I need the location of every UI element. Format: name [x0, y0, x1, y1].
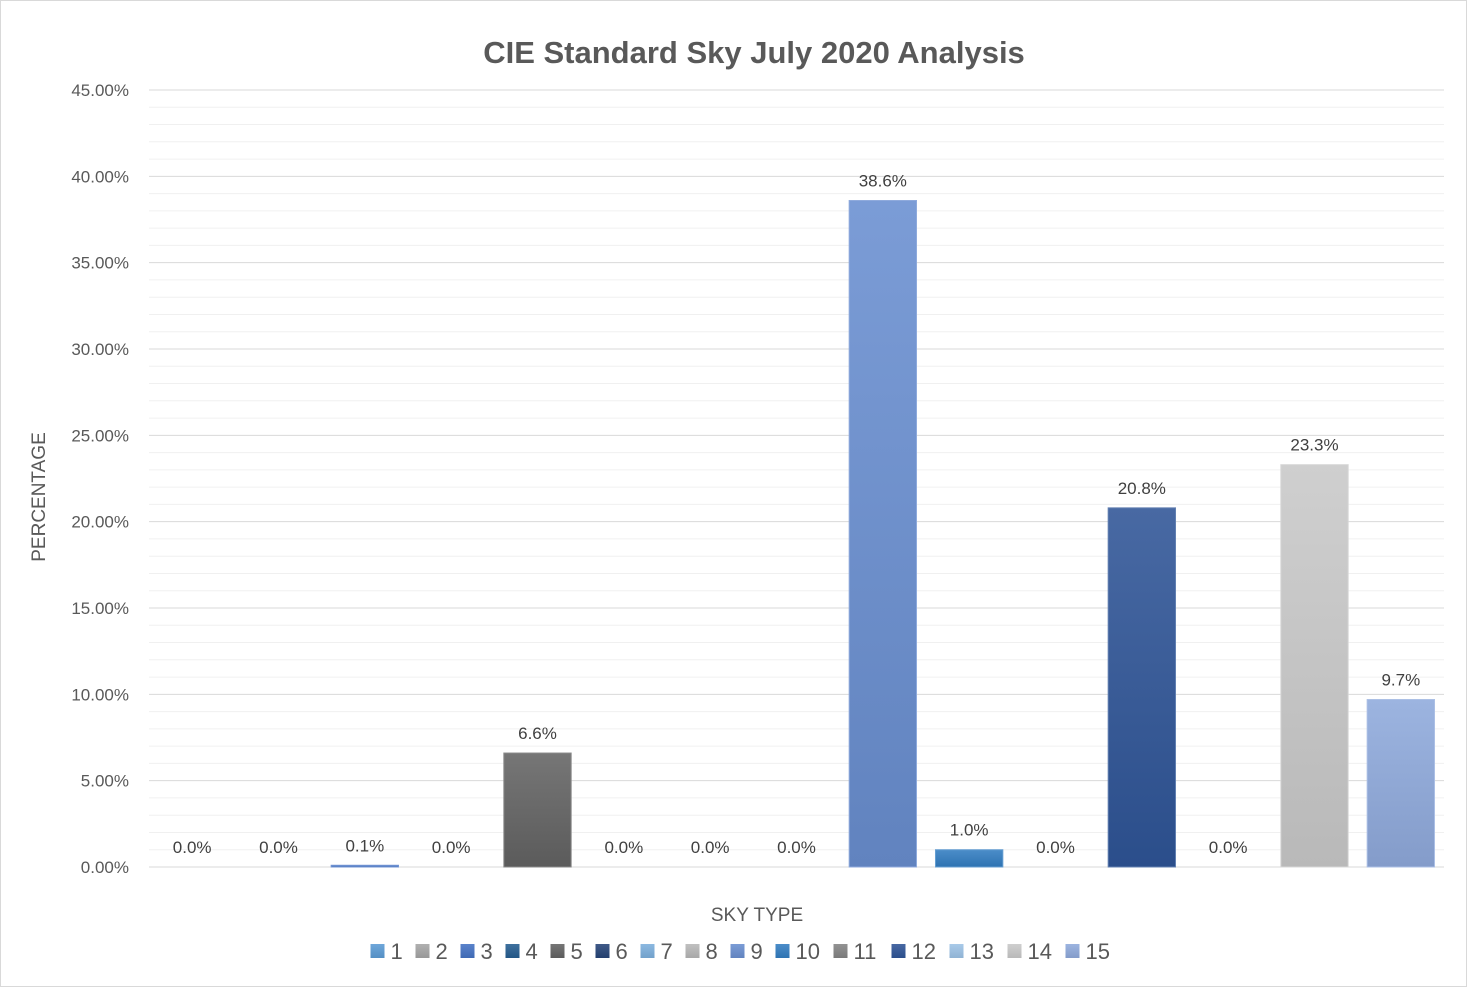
legend-swatch: [1065, 944, 1080, 958]
bar-sky-type-3: [330, 864, 400, 868]
bar-sky-type-12: [1107, 507, 1177, 868]
y-tick-label: 5.00%: [81, 772, 129, 791]
data-label-sky-type-13: 0.0%: [1209, 838, 1248, 857]
legend-item-9: 9: [730, 939, 763, 964]
gridlines: [149, 89, 1444, 868]
legend-item-6: 6: [595, 939, 628, 964]
y-axis-tick-labels: 0.00% 5.00% 10.00% 15.00% 20.00% 25.00% 30.00%…: [71, 81, 129, 877]
legend-swatch: [1007, 944, 1022, 958]
legend-swatch: [550, 944, 565, 958]
legend-swatch: [775, 944, 790, 958]
legend-label: 11: [854, 939, 877, 964]
legend-label: 1: [391, 939, 403, 964]
data-label-sky-type-10: 1.0%: [950, 821, 989, 840]
legend-swatch: [595, 944, 610, 958]
legend-label: 12: [912, 939, 936, 964]
data-label-sky-type-9: 38.6%: [859, 172, 907, 191]
bar-sky-type-10: [934, 849, 1004, 868]
legend-item-14: 14: [1007, 939, 1052, 964]
legend-item-15: 15: [1065, 939, 1110, 964]
legend-swatch: [415, 944, 430, 958]
data-label-sky-type-11: 0.0%: [1036, 838, 1075, 857]
data-label-sky-type-14: 23.3%: [1290, 436, 1338, 455]
x-axis-title: SKY TYPE: [711, 905, 803, 926]
legend-swatch: [640, 944, 655, 958]
legend-label: 13: [970, 939, 994, 964]
legend-label: 8: [706, 939, 718, 964]
legend-label: 2: [436, 939, 448, 964]
chart-title: CIE Standard Sky July 2020 Analysis: [483, 35, 1025, 70]
legend-item-4: 4: [505, 939, 538, 964]
legend-item-2: 2: [415, 939, 448, 964]
data-label-sky-type-6: 0.0%: [604, 838, 643, 857]
y-tick-label: 45.00%: [71, 81, 129, 100]
y-tick-label: 20.00%: [71, 513, 129, 532]
y-tick-label: 25.00%: [71, 426, 129, 445]
data-label-sky-type-12: 20.8%: [1118, 479, 1166, 498]
legend-swatch: [891, 944, 906, 958]
data-label-sky-type-3: 0.1%: [345, 836, 384, 855]
data-label-sky-type-15: 9.7%: [1381, 671, 1420, 690]
legend-label: 6: [616, 939, 628, 964]
y-tick-label: 30.00%: [71, 340, 129, 359]
legend-item-12: 12: [891, 939, 936, 964]
data-label-sky-type-2: 0.0%: [259, 838, 298, 857]
legend-item-3: 3: [460, 939, 493, 964]
legend-swatch: [833, 944, 848, 958]
data-label-sky-type-8: 0.0%: [777, 838, 816, 857]
legend-item-5: 5: [550, 939, 583, 964]
bar-sky-type-15: [1366, 699, 1436, 868]
legend: 1 2 3 4 5 6 7 8 9 10 11 12 13 14 15: [370, 939, 1110, 964]
y-tick-label: 0.00%: [81, 858, 129, 877]
data-label-sky-type-4: 0.0%: [432, 838, 471, 857]
legend-swatch: [460, 944, 475, 958]
legend-swatch: [370, 944, 385, 958]
bar-sky-type-5: [503, 752, 572, 868]
y-tick-label: 15.00%: [71, 599, 129, 618]
bar-sky-type-14: [1280, 464, 1349, 868]
legend-swatch: [685, 944, 700, 958]
legend-label: 9: [751, 939, 763, 964]
legend-swatch: [730, 944, 745, 958]
legend-item-8: 8: [685, 939, 718, 964]
y-axis-title: PERCENTAGE: [29, 432, 50, 562]
legend-item-13: 13: [949, 939, 994, 964]
data-label-sky-type-1: 0.0%: [173, 838, 212, 857]
legend-label: 15: [1086, 939, 1110, 964]
y-tick-label: 40.00%: [71, 167, 129, 186]
legend-label: 14: [1028, 939, 1052, 964]
data-labels: 0.0% 0.0% 0.1% 0.0% 6.6% 0.0% 0.0% 0.0% 38.6% 1.0…: [173, 172, 1420, 857]
legend-label: 7: [661, 939, 673, 964]
legend-item-1: 1: [370, 939, 403, 964]
legend-swatch: [505, 944, 520, 958]
legend-swatch: [949, 944, 964, 958]
data-label-sky-type-5: 6.6%: [518, 724, 557, 743]
legend-label: 3: [481, 939, 493, 964]
legend-label: 4: [526, 939, 538, 964]
data-label-sky-type-7: 0.0%: [691, 838, 730, 857]
legend-item-7: 7: [640, 939, 673, 964]
bar-sky-type-9: [848, 200, 918, 868]
bars: [330, 200, 1436, 868]
legend-label: 5: [571, 939, 583, 964]
legend-item-11: 11: [833, 939, 877, 964]
y-tick-label: 35.00%: [71, 254, 129, 273]
legend-item-10: 10: [775, 939, 820, 964]
legend-label: 10: [796, 939, 820, 964]
y-tick-label: 10.00%: [71, 685, 129, 704]
